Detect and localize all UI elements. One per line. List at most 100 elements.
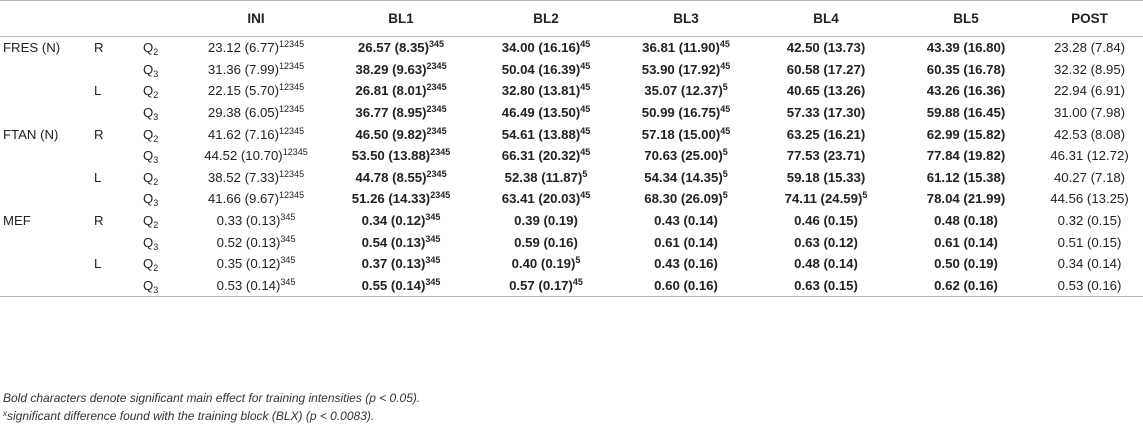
value-text: 50.04 (16.39) — [501, 61, 581, 77]
value-cell: 38.29 (9.63)2345 — [326, 59, 476, 81]
value-cell: 31.00 (7.98) — [1036, 102, 1143, 124]
header-cell: BL4 — [813, 11, 839, 26]
header-cell — [88, 1, 138, 37]
value-text: 32.32 (8.95) — [1053, 61, 1126, 77]
variable-label — [0, 167, 88, 189]
value-cell: 60.58 (17.27) — [756, 59, 896, 81]
value-cell: 41.62 (7.16)12345 — [186, 123, 326, 145]
results-table: INI BL1 BL2 BL3 BL4 BL5 POST FRES (N) R Q2… — [0, 0, 1143, 297]
value-text: 0.48 (0.18) — [934, 213, 998, 229]
significance-superscript: 45 — [720, 60, 731, 71]
value-text: 31.00 (7.98) — [1053, 105, 1126, 121]
variable-label — [0, 102, 88, 124]
significance-superscript: 12345 — [282, 147, 308, 158]
table-body: FRES (N) R Q2 23.12 (6.77)12345 26.57 (8.35)… — [0, 37, 1143, 297]
value-text: 29.38 (6.05) — [207, 105, 280, 121]
value-text: 35.07 (12.37) — [644, 83, 723, 99]
value-text: 46.49 (13.50) — [501, 105, 581, 121]
quartile-label: Q3 — [138, 275, 186, 297]
value-cell: 54.61 (13.88)45 — [476, 123, 616, 145]
value-cell: 22.15 (5.70)12345 — [186, 80, 326, 102]
value-cell: 0.54 (0.13)345 — [326, 231, 476, 253]
value-cell: 40.27 (7.18) — [1036, 167, 1143, 189]
value-cell: 52.38 (11.87)5 — [476, 167, 616, 189]
value-text: 0.37 (0.13) — [361, 256, 426, 272]
footnote-bold: Bold characters denote significant main … — [3, 391, 421, 405]
value-text: 38.52 (7.33) — [207, 169, 280, 185]
value-text: 0.46 (0.15) — [794, 213, 858, 229]
significance-superscript: 345 — [429, 39, 445, 50]
significance-superscript: 345 — [280, 233, 296, 244]
value-text: 77.53 (23.71) — [786, 148, 866, 164]
value-cell: 53.90 (17.92)45 — [616, 59, 756, 81]
quartile-letter: Q — [143, 105, 154, 121]
significance-superscript: 12345 — [279, 104, 305, 115]
significance-superscript: 12345 — [279, 60, 305, 71]
header-cell: INI — [247, 11, 265, 26]
significance-superscript: 345 — [280, 276, 296, 287]
quartile-letter: Q — [143, 213, 154, 229]
value-cell: 63.41 (20.03)45 — [476, 188, 616, 210]
value-text: 40.27 (7.18) — [1053, 169, 1126, 185]
quartile-label: Q2 — [138, 37, 186, 59]
significance-superscript: 2345 — [426, 125, 447, 136]
value-cell: 0.50 (0.19) — [896, 253, 1036, 275]
side-label — [88, 59, 138, 81]
quartile-index: 3 — [153, 155, 159, 166]
quartile-index: 3 — [153, 68, 159, 79]
value-text: 0.59 (0.16) — [514, 234, 578, 250]
value-text: 0.50 (0.19) — [934, 256, 998, 272]
value-cell: 22.94 (6.91) — [1036, 80, 1143, 102]
value-text: 0.32 (0.15) — [1057, 213, 1122, 229]
value-text: 26.57 (8.35) — [357, 40, 430, 56]
value-text: 36.81 (11.90) — [642, 40, 720, 56]
variable-label — [0, 231, 88, 253]
value-text: 41.66 (9.67) — [207, 191, 280, 207]
table-row: FRES (N) R Q2 23.12 (6.77)12345 26.57 (8.35)… — [0, 37, 1143, 59]
table-footnotes: Bold characters denote significant main … — [3, 389, 420, 425]
quartile-label: Q2 — [138, 80, 186, 102]
footnote-sup: x — [3, 409, 7, 418]
value-text: 43.39 (16.80) — [926, 40, 1006, 56]
side-label — [88, 231, 138, 253]
quartile-index: 3 — [153, 284, 159, 295]
value-cell: 0.55 (0.14)345 — [326, 275, 476, 297]
table-row: MEF R Q2 0.33 (0.13)345 0.34 (0.12)345 0.39 (… — [0, 210, 1143, 232]
value-cell: 0.57 (0.17)45 — [476, 275, 616, 297]
value-text: 31.36 (7.99) — [207, 61, 280, 77]
value-text: 0.61 (0.14) — [934, 234, 998, 250]
value-text: 44.52 (10.70) — [204, 148, 283, 164]
value-text: 0.63 (0.15) — [794, 277, 858, 293]
significance-superscript: 45 — [580, 104, 591, 115]
value-cell: 32.32 (8.95) — [1036, 59, 1143, 81]
value-cell: 0.48 (0.14) — [756, 253, 896, 275]
value-cell: 0.51 (0.15) — [1036, 231, 1143, 253]
value-text: 0.34 (0.14) — [1057, 256, 1122, 272]
value-text: 77.84 (19.82) — [926, 148, 1006, 164]
header-cell: BL3 — [673, 11, 699, 26]
value-cell: 0.63 (0.15) — [756, 275, 896, 297]
quartile-label: Q2 — [138, 253, 186, 275]
significance-superscript: 2345 — [426, 104, 447, 115]
value-cell: 0.43 (0.14) — [616, 210, 756, 232]
value-text: 50.99 (16.75) — [641, 105, 721, 121]
value-cell: 44.56 (13.25) — [1036, 188, 1143, 210]
value-cell: 77.53 (23.71) — [756, 145, 896, 167]
quartile-label: Q2 — [138, 210, 186, 232]
value-text: 70.63 (25.00) — [644, 148, 723, 164]
value-cell: 57.18 (15.00)45 — [616, 123, 756, 145]
table-row: Q3 29.38 (6.05)12345 36.77 (8.95)2345 46.49… — [0, 102, 1143, 124]
value-text: 78.04 (21.99) — [926, 191, 1006, 207]
value-cell: 29.38 (6.05)12345 — [186, 102, 326, 124]
significance-superscript: 345 — [425, 212, 441, 223]
value-cell: 0.39 (0.19) — [476, 210, 616, 232]
value-cell: 66.31 (20.32)45 — [476, 145, 616, 167]
variable-label — [0, 188, 88, 210]
value-text: 60.35 (16.78) — [926, 61, 1006, 77]
table-row: Q3 0.53 (0.14)345 0.55 (0.14)345 0.57 (0.17… — [0, 275, 1143, 297]
value-text: 0.51 (0.15) — [1057, 234, 1122, 250]
value-text: 0.53 (0.14) — [216, 277, 281, 293]
significance-superscript: 5 — [575, 255, 581, 266]
quartile-label: Q3 — [138, 188, 186, 210]
value-cell: 0.63 (0.12) — [756, 231, 896, 253]
